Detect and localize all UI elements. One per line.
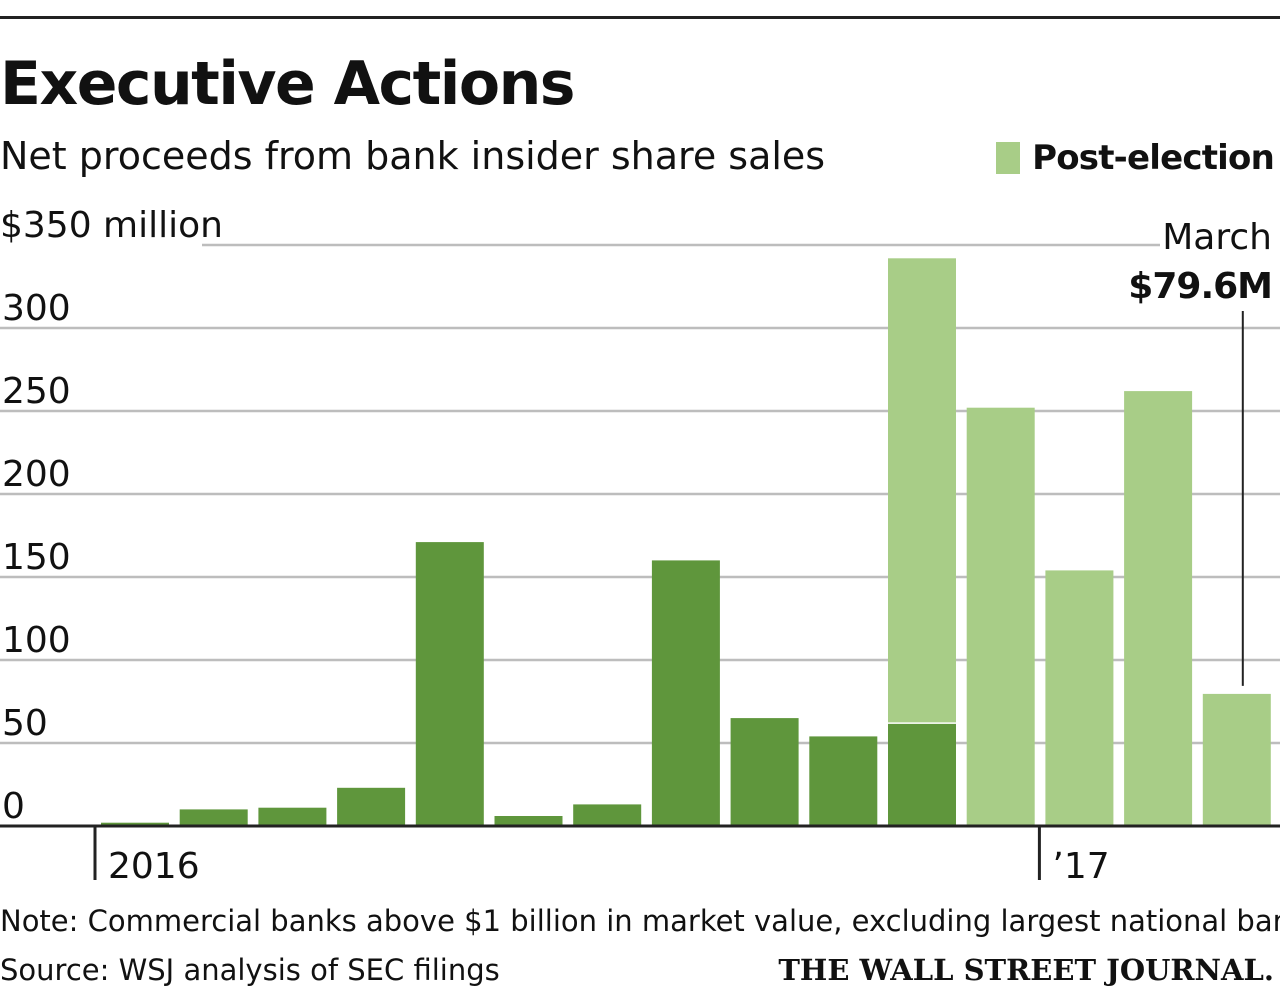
bar-post-election [966, 407, 1035, 826]
x-tick-label: ’17 [1052, 846, 1109, 887]
bar-pre-election [258, 807, 327, 826]
y-tick-label: 100 [2, 620, 71, 661]
bar-pre-election [651, 560, 720, 826]
publisher-logo: THE WALL STREET JOURNAL. [778, 953, 1274, 987]
legend-label-post-election: Post-election [1032, 138, 1275, 178]
legend: Post-election [996, 136, 1275, 180]
bars [101, 258, 1271, 826]
bar-pre-election [888, 723, 956, 826]
bar-chart: 0 50 100 150 200 250 300 $350 million 2016 ’17 M… [0, 205, 1280, 887]
bar-pre-election [179, 809, 248, 826]
bar-pre-election [573, 804, 642, 826]
bar-pre-election [101, 822, 169, 826]
bar-pre-election [337, 787, 406, 826]
y-tick-label: 300 [2, 288, 71, 329]
bar-post-election [1045, 570, 1114, 826]
bar-post-election [1202, 693, 1271, 826]
top-rule [0, 16, 1280, 19]
chart-title: Executive Actions [0, 49, 576, 119]
bar-post-election [888, 258, 956, 724]
annotation: March $79.6M [1128, 217, 1273, 686]
source-text: Source: WSJ analysis of SEC filings [0, 953, 500, 987]
bar-post-election [1124, 391, 1193, 826]
legend-swatch-post-election [996, 142, 1021, 174]
annotation-month: March [1162, 217, 1272, 258]
x-tick-label: 2016 [108, 846, 200, 887]
y-tick-label: 250 [2, 371, 71, 412]
y-tick-label: 50 [2, 703, 48, 744]
y-axis-labels: 0 50 100 150 200 250 300 $350 million [0, 205, 223, 827]
y-tick-label: 0 [2, 786, 25, 827]
x-axis: 2016 ’17 [0, 824, 1280, 887]
bar-pre-election [730, 718, 799, 826]
bar-pre-election [809, 736, 878, 826]
annotation-value: $79.6M [1128, 266, 1272, 307]
y-tick-label: $350 million [0, 205, 223, 246]
note-text: Note: Commercial banks above $1 billion … [0, 904, 1280, 938]
bar-pre-election [415, 542, 484, 826]
bar-pre-election [494, 816, 563, 826]
y-tick-label: 150 [2, 537, 71, 578]
y-tick-label: 200 [2, 454, 71, 495]
chart-subtitle: Net proceeds from bank insider share sal… [0, 134, 826, 178]
